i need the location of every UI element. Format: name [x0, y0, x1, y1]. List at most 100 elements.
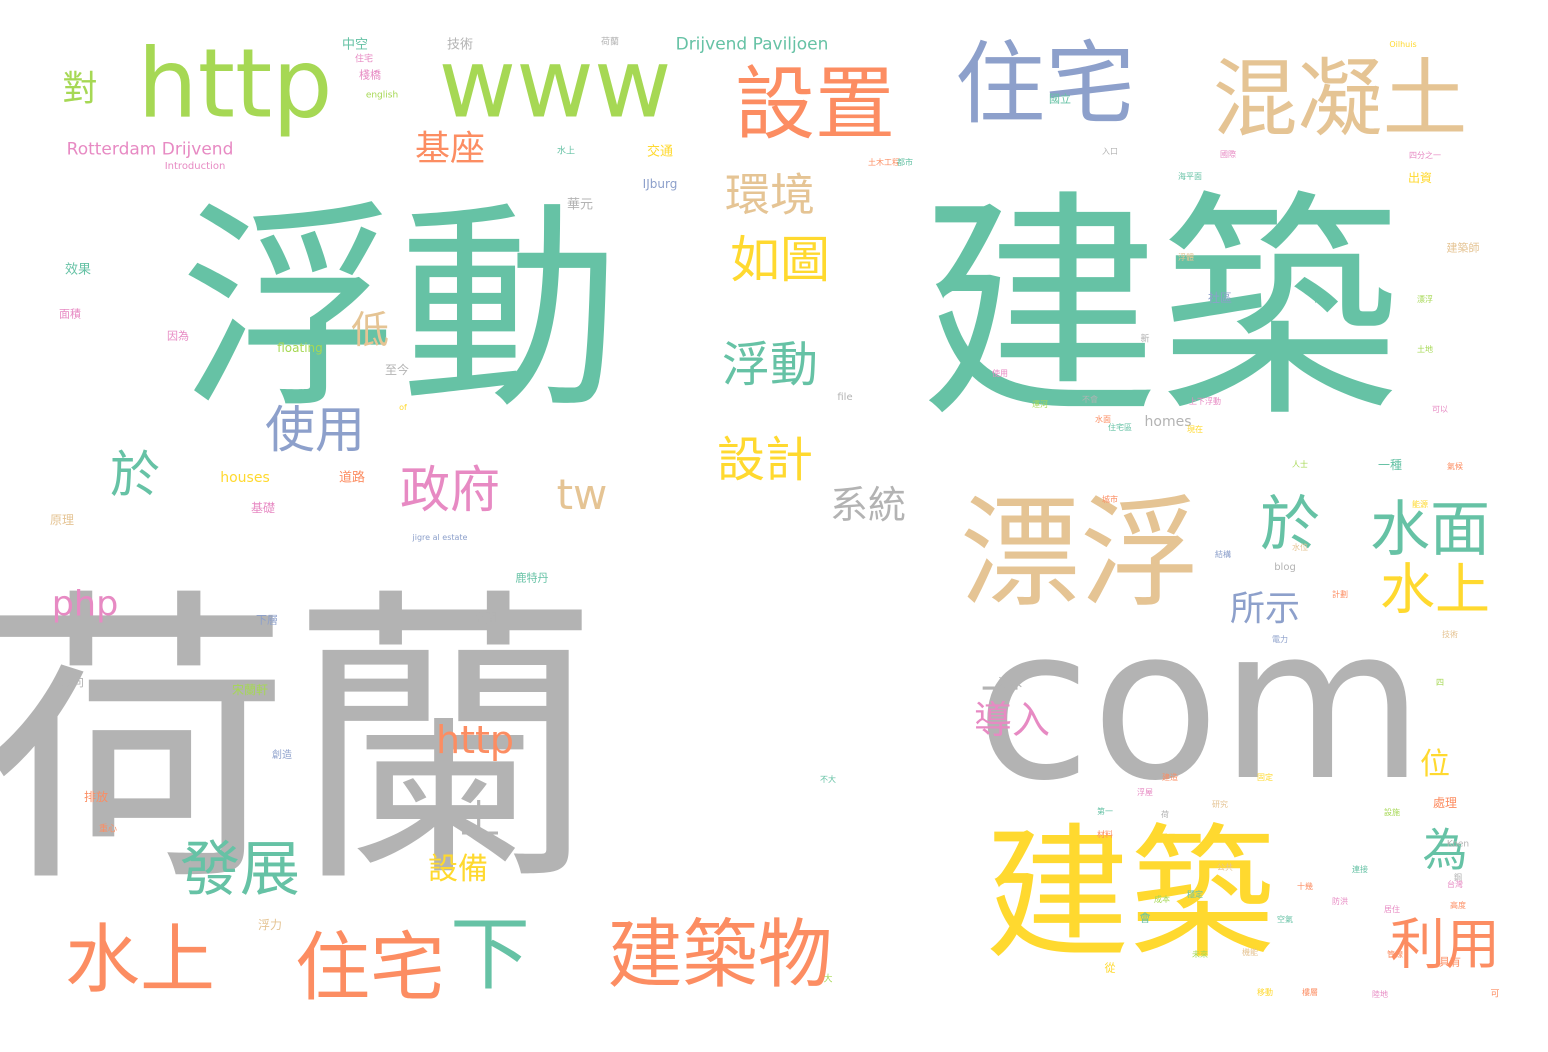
- word: 管線: [1387, 950, 1403, 959]
- word: 技術: [446, 37, 474, 53]
- word: 鹿特丹: [515, 571, 549, 585]
- word: 為: [1422, 823, 1468, 877]
- word: 技術: [1442, 630, 1458, 639]
- word: IJburg: [642, 177, 678, 191]
- word: file: [837, 392, 853, 403]
- word: 未來: [1192, 950, 1208, 959]
- word: 對: [62, 69, 98, 110]
- word: 建造: [1162, 773, 1178, 782]
- word: 從: [1104, 961, 1116, 975]
- word: 住宅: [955, 32, 1135, 137]
- word: 於: [110, 446, 160, 504]
- word: 基座: [414, 129, 486, 170]
- word: 中空: [341, 37, 369, 53]
- word: Introduction: [164, 161, 226, 172]
- word: 排放: [83, 790, 109, 804]
- word: 建築: [985, 810, 1275, 980]
- word: 單元: [1160, 833, 1176, 842]
- word: 公共: [1217, 863, 1233, 872]
- word: 低: [350, 308, 390, 352]
- word: 出資: [1407, 171, 1433, 185]
- word: 污水: [997, 676, 1023, 690]
- word: 上下浮動: [1189, 397, 1221, 406]
- word: 能源: [1412, 500, 1428, 509]
- word: 不會: [1082, 395, 1098, 404]
- word: 不大: [820, 775, 836, 784]
- word: 移動: [1257, 988, 1273, 997]
- word: 所示: [1229, 589, 1301, 630]
- word: tw: [556, 470, 608, 519]
- word: 高度: [1450, 901, 1466, 910]
- word: 建築師: [1446, 241, 1480, 255]
- word: floating: [277, 341, 323, 355]
- word: 水上: [64, 915, 216, 1004]
- word: 新: [1140, 334, 1150, 345]
- word: 水面: [1095, 415, 1111, 424]
- word: 政府: [400, 461, 500, 519]
- word: 浮動: [721, 337, 819, 393]
- word: 計劃: [1332, 590, 1348, 599]
- word: http: [137, 29, 333, 140]
- word: 位: [1420, 747, 1450, 782]
- word: 社區: [1207, 291, 1233, 305]
- word: 土地: [1417, 345, 1433, 354]
- word: 氣候: [1447, 462, 1463, 471]
- word: 樓層: [1302, 988, 1318, 997]
- word: 空間: [472, 611, 498, 625]
- word: 電力: [1272, 635, 1288, 644]
- word: 下: [450, 908, 530, 1001]
- word: 面積: [59, 307, 81, 321]
- word: 建築: [919, 170, 1401, 450]
- word: 入口: [1102, 147, 1118, 156]
- word: 都市: [897, 158, 913, 167]
- word: 宋蘭軒: [231, 683, 269, 697]
- word: 國際: [1220, 150, 1236, 159]
- word: http: [435, 718, 515, 762]
- word: 於: [1260, 490, 1320, 560]
- word: 空氣: [1277, 915, 1293, 924]
- word: 住宅: [294, 923, 446, 1012]
- word: 土木工程: [868, 158, 900, 167]
- word: 國立: [1049, 92, 1071, 106]
- word: 一: [980, 668, 1020, 712]
- word: 會: [1139, 911, 1151, 925]
- word: 結構: [1215, 550, 1231, 559]
- word: 道路: [338, 470, 366, 486]
- word: 利用: [1389, 912, 1501, 977]
- word: 居住: [1384, 905, 1400, 914]
- word: 機能: [1242, 948, 1258, 957]
- word: 大: [823, 974, 833, 985]
- word: 漂浮: [1417, 295, 1433, 304]
- word: 浮體: [1178, 253, 1194, 262]
- word: www: [438, 29, 672, 140]
- word: 荷蘭: [0, 564, 600, 925]
- word: 華元: [566, 197, 594, 213]
- word: 設置: [735, 58, 895, 151]
- word: 浮動: [179, 182, 621, 438]
- word: 漂浮: [960, 485, 1200, 624]
- word: 基礎: [250, 501, 276, 515]
- word: 荷蘭: [600, 37, 620, 48]
- word: blog: [1274, 562, 1296, 573]
- word: 可: [1490, 989, 1500, 1000]
- word: 現在: [1187, 425, 1203, 434]
- word: 處理: [1432, 796, 1458, 810]
- word: 台灣: [1447, 880, 1463, 889]
- word: 方向: [59, 675, 85, 689]
- word: 可以: [1432, 405, 1448, 414]
- word: 設施: [1384, 808, 1400, 817]
- word: houses: [220, 470, 270, 486]
- word: 至今: [384, 363, 410, 377]
- word: 穩定: [1187, 890, 1203, 899]
- word: 住宅: [354, 54, 374, 65]
- word: 四: [1436, 678, 1444, 687]
- word: 具有: [1439, 955, 1461, 969]
- word: 建築物: [607, 910, 833, 999]
- word: 下層: [256, 613, 278, 627]
- word: 固定: [1257, 773, 1273, 782]
- word: 住宅區: [1108, 423, 1132, 432]
- word: 一種: [1377, 458, 1403, 472]
- word: 系統: [829, 483, 907, 527]
- word: 連接: [1352, 865, 1368, 874]
